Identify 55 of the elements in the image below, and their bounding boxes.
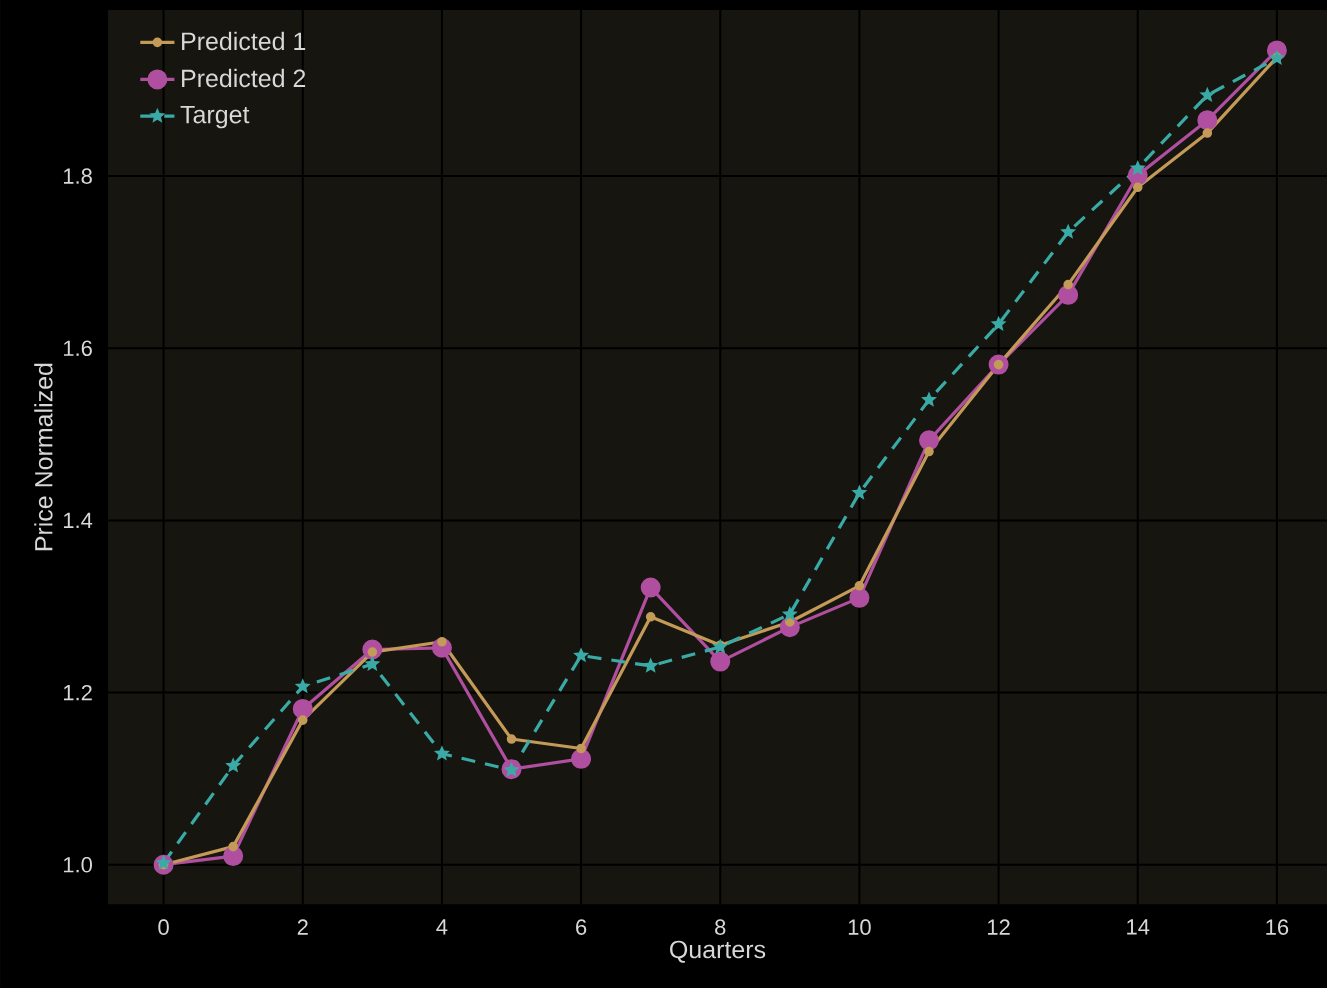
x-tick-label: 2 <box>297 919 308 935</box>
legend-label: Predicted 1 <box>182 31 306 51</box>
point <box>294 678 311 694</box>
point <box>1058 284 1079 305</box>
point <box>1132 182 1143 192</box>
point <box>573 647 590 663</box>
point <box>437 636 447 647</box>
point <box>785 617 795 627</box>
point <box>645 611 656 622</box>
point <box>433 745 450 761</box>
x-tick-label: 14 <box>1127 919 1150 935</box>
point <box>1197 110 1218 131</box>
legend-label: Predicted 2 <box>182 68 306 88</box>
y-tick-label: 1.4 <box>63 512 93 528</box>
y-tick-label: 1.8 <box>63 168 92 184</box>
point <box>924 446 934 457</box>
point <box>228 841 238 852</box>
x-tick-label: 8 <box>715 919 726 935</box>
y-axis-title: Price Normalized <box>34 363 53 551</box>
point <box>1268 49 1285 65</box>
y-tick-label: 1.6 <box>63 340 92 356</box>
x-tick-label: 10 <box>848 919 871 935</box>
point <box>1063 279 1073 290</box>
point <box>155 854 172 870</box>
point <box>506 734 517 744</box>
x-tick-label: 0 <box>158 919 169 935</box>
x-tick-label: 6 <box>576 919 587 935</box>
x-tick-label: 16 <box>1266 919 1289 935</box>
point <box>364 655 381 671</box>
point <box>571 748 592 769</box>
point <box>921 391 937 407</box>
legend-label: Target <box>180 105 250 129</box>
point <box>919 430 939 451</box>
y-tick-label: 1.0 <box>63 856 92 873</box>
point <box>849 587 870 608</box>
x-tick-label: 12 <box>988 919 1010 935</box>
x-tick-label: 4 <box>436 919 448 935</box>
x-axis-title: Quarters <box>670 940 766 963</box>
point <box>576 743 586 754</box>
point <box>1202 128 1213 138</box>
point <box>1129 159 1146 176</box>
point <box>781 605 798 621</box>
point <box>225 757 242 773</box>
point <box>854 580 865 591</box>
y-tick-label: 1.2 <box>63 684 92 701</box>
point <box>710 651 731 672</box>
point <box>990 315 1007 331</box>
point <box>851 484 868 500</box>
point <box>712 638 729 654</box>
point <box>292 698 313 719</box>
point <box>297 715 308 725</box>
point <box>642 657 659 673</box>
point <box>1060 223 1077 239</box>
point <box>1199 86 1216 102</box>
point <box>640 577 661 598</box>
